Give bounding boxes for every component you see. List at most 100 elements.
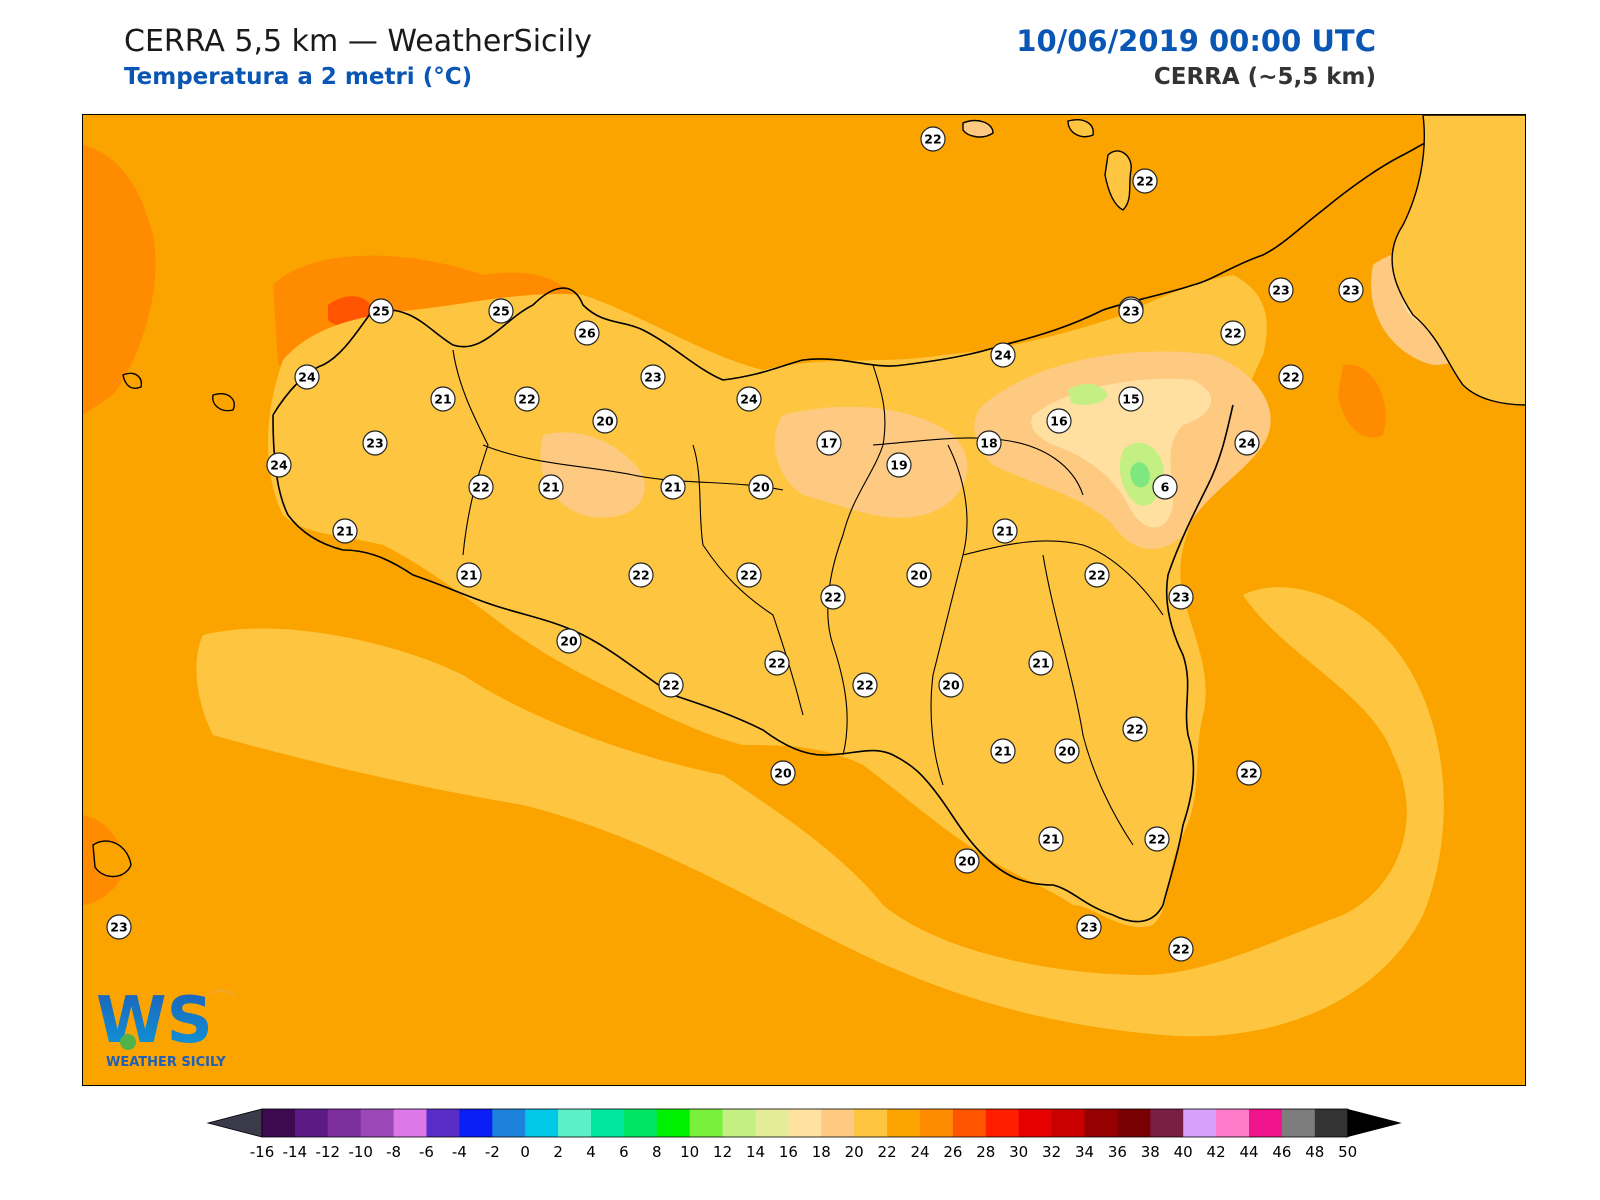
station-marker[interactable]: 22 bbox=[1084, 562, 1110, 588]
station-marker[interactable]: 21 bbox=[332, 518, 358, 544]
station-circle bbox=[456, 562, 482, 588]
station-marker[interactable]: 21 bbox=[1028, 650, 1054, 676]
station-marker[interactable]: 23 bbox=[1076, 914, 1102, 940]
station-marker[interactable]: 20 bbox=[770, 760, 796, 786]
station-circle bbox=[368, 298, 394, 324]
station-value: 21 bbox=[434, 392, 451, 407]
station-circle bbox=[106, 914, 132, 940]
station-marker[interactable]: 22 bbox=[764, 650, 790, 676]
station-marker[interactable]: 22 bbox=[1132, 168, 1158, 194]
colorbar-tick-label: 14 bbox=[746, 1143, 765, 1161]
station-marker[interactable]: 24 bbox=[990, 342, 1016, 368]
station-marker[interactable]: 20 bbox=[938, 672, 964, 698]
island-pantelleria bbox=[92, 840, 132, 878]
island-alicudi bbox=[1067, 119, 1094, 138]
station-marker[interactable]: 22 bbox=[1220, 320, 1246, 346]
station-marker[interactable]: 21 bbox=[992, 518, 1018, 544]
station-marker[interactable]: 22 bbox=[1278, 364, 1304, 390]
colorbar-segment bbox=[1183, 1109, 1217, 1137]
station-circle bbox=[266, 452, 292, 478]
colorbar-segment bbox=[1249, 1109, 1283, 1137]
station-marker[interactable]: 22 bbox=[1122, 716, 1148, 742]
station-circle bbox=[1118, 386, 1144, 412]
station-marker[interactable]: 22 bbox=[852, 672, 878, 698]
green-zone-north bbox=[1068, 383, 1108, 405]
warm-zone-east bbox=[1338, 364, 1386, 438]
station-marker[interactable]: 23 bbox=[1118, 298, 1144, 324]
station-marker[interactable]: 21 bbox=[990, 738, 1016, 764]
station-marker[interactable]: 25 bbox=[368, 298, 394, 324]
station-marker[interactable]: 20 bbox=[556, 628, 582, 654]
station-marker[interactable]: 20 bbox=[748, 474, 774, 500]
station-marker[interactable]: 22 bbox=[1144, 826, 1170, 852]
station-marker[interactable]: 25 bbox=[488, 298, 514, 324]
colorbar-tick-label: 24 bbox=[910, 1143, 929, 1161]
station-marker[interactable]: 22 bbox=[920, 126, 946, 152]
station-marker[interactable]: 20 bbox=[592, 408, 618, 434]
station-value: 21 bbox=[994, 744, 1011, 759]
station-marker[interactable]: 26 bbox=[574, 320, 600, 346]
station-marker[interactable]: 23 bbox=[1268, 277, 1294, 303]
station-marker[interactable]: 24 bbox=[294, 364, 320, 390]
station-marker[interactable]: 23 bbox=[1168, 584, 1194, 610]
station-marker[interactable]: 18 bbox=[976, 430, 1002, 456]
temperature-map[interactable]: 22 22 23 23 23 22 25 25 26 24 24 23 24 23 22 21 22 23 20 15… bbox=[82, 114, 1526, 1086]
station-value: 22 bbox=[632, 568, 649, 583]
station-value: 22 bbox=[1172, 942, 1189, 957]
colorbar-tick-label: 4 bbox=[586, 1143, 596, 1161]
colorbar-tick-label: 32 bbox=[1042, 1143, 1061, 1161]
station-circle bbox=[764, 650, 790, 676]
station-circle bbox=[294, 364, 320, 390]
station-marker[interactable]: 17 bbox=[816, 430, 842, 456]
station-marker[interactable]: 24 bbox=[266, 452, 292, 478]
station-value: 22 bbox=[472, 480, 489, 495]
colorbar-tick-label: -2 bbox=[485, 1143, 500, 1161]
station-marker[interactable]: 21 bbox=[456, 562, 482, 588]
colorbar-tick-label: -10 bbox=[348, 1143, 373, 1161]
station-marker[interactable]: 21 bbox=[430, 386, 456, 412]
station-marker[interactable]: 23 bbox=[362, 430, 388, 456]
station-marker[interactable]: 24 bbox=[736, 386, 762, 412]
station-value: 22 bbox=[1240, 766, 1257, 781]
station-marker[interactable]: 22 bbox=[658, 672, 684, 698]
station-marker[interactable]: 22 bbox=[736, 562, 762, 588]
colorbar-segment bbox=[558, 1109, 592, 1137]
colorbar-tick-label: 42 bbox=[1207, 1143, 1226, 1161]
station-marker[interactable]: 20 bbox=[1054, 738, 1080, 764]
station-marker[interactable]: 19 bbox=[886, 452, 912, 478]
station-marker[interactable]: 22 bbox=[1168, 936, 1194, 962]
colorbar-segment bbox=[887, 1109, 921, 1137]
station-value: 23 bbox=[1122, 304, 1139, 319]
station-value: 22 bbox=[824, 590, 841, 605]
station-marker[interactable]: 21 bbox=[538, 474, 564, 500]
station-marker[interactable]: 22 bbox=[1236, 760, 1262, 786]
station-marker[interactable]: 22 bbox=[468, 474, 494, 500]
station-value: 23 bbox=[644, 370, 661, 385]
station-value: 21 bbox=[1042, 832, 1059, 847]
island-egadi bbox=[122, 372, 235, 412]
weathersicily-logo: WS WEATHER SICILY bbox=[96, 980, 246, 1070]
station-marker[interactable]: 23 bbox=[640, 364, 666, 390]
valid-datetime: 10/06/2019 00:00 UTC bbox=[1016, 24, 1376, 58]
station-marker[interactable]: 22 bbox=[628, 562, 654, 588]
station-marker[interactable]: 22 bbox=[820, 584, 846, 610]
station-marker[interactable]: 23 bbox=[106, 914, 132, 940]
station-marker[interactable]: 20 bbox=[954, 848, 980, 874]
station-value: 22 bbox=[1126, 722, 1143, 737]
station-marker[interactable]: 16 bbox=[1046, 408, 1072, 434]
station-marker[interactable]: 23 bbox=[1338, 277, 1364, 303]
station-value: 22 bbox=[740, 568, 757, 583]
station-circle bbox=[1144, 826, 1170, 852]
station-marker[interactable]: 15 bbox=[1118, 386, 1144, 412]
station-markers: 22 22 23 23 23 22 25 25 26 24 24 23 24 23 22 21 22 23 20 15… bbox=[106, 126, 1364, 962]
station-marker[interactable]: 21 bbox=[660, 474, 686, 500]
colorbar-tick-label: 36 bbox=[1108, 1143, 1127, 1161]
station-value: 16 bbox=[1050, 414, 1068, 429]
colorbar-tick-label: -4 bbox=[452, 1143, 467, 1161]
station-marker[interactable]: 6 bbox=[1152, 474, 1178, 500]
station-marker[interactable]: 20 bbox=[906, 562, 932, 588]
station-marker[interactable]: 24 bbox=[1234, 430, 1260, 456]
station-marker[interactable]: 22 bbox=[514, 386, 540, 412]
station-value: 22 bbox=[856, 678, 873, 693]
station-marker[interactable]: 21 bbox=[1038, 826, 1064, 852]
